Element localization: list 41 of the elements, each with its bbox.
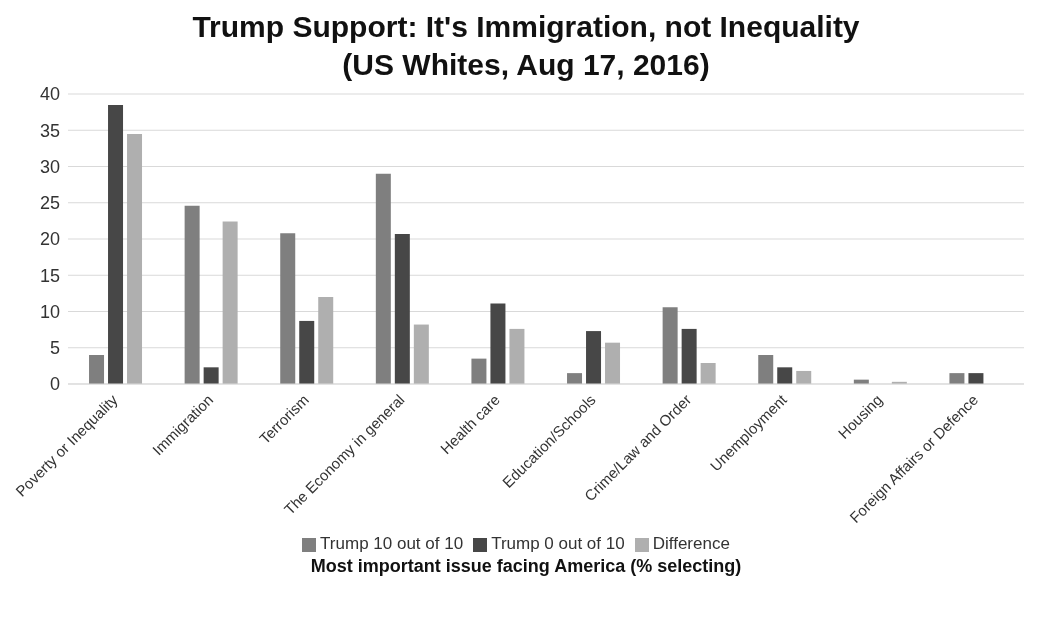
bar xyxy=(394,233,410,384)
bar xyxy=(586,331,602,384)
bar xyxy=(700,362,716,384)
legend-label: Trump 0 out of 10 xyxy=(491,534,625,553)
bar xyxy=(509,328,525,384)
bar xyxy=(222,221,238,384)
bar xyxy=(605,342,621,384)
bar xyxy=(108,104,124,384)
y-tick-label: 5 xyxy=(49,338,60,359)
y-tick-label: 0 xyxy=(49,374,60,395)
legend-label: Trump 10 out of 10 xyxy=(320,534,464,553)
y-tick-label: 15 xyxy=(39,265,60,286)
bar xyxy=(567,373,583,384)
bar xyxy=(949,373,965,384)
y-tick-label: 25 xyxy=(39,193,60,214)
bar xyxy=(490,303,506,384)
bar xyxy=(184,205,200,384)
bar xyxy=(471,358,487,384)
bar xyxy=(662,307,678,384)
y-tick-label: 30 xyxy=(39,156,60,177)
bar xyxy=(127,133,143,384)
x-axis-title: Most important issue facing America (% selecting) xyxy=(309,556,743,577)
y-tick-label: 10 xyxy=(39,301,60,322)
bar xyxy=(280,233,296,384)
legend-label: Difference xyxy=(652,534,730,553)
bar xyxy=(375,173,391,384)
bar xyxy=(681,328,697,384)
y-tick-label: 20 xyxy=(39,229,60,250)
bar xyxy=(777,367,793,384)
bar xyxy=(968,373,984,384)
bar xyxy=(299,320,315,384)
bar xyxy=(796,370,812,384)
bar xyxy=(203,367,219,384)
y-tick-label: 40 xyxy=(39,84,60,105)
bar xyxy=(413,324,429,384)
bar xyxy=(318,297,334,384)
y-tick-label: 35 xyxy=(39,120,60,141)
chart-title: Trump Support: It's Immigration, not Inequality xyxy=(191,9,861,45)
bar xyxy=(89,355,105,384)
bar xyxy=(758,355,774,384)
chart-subtitle: (US Whites, Aug 17, 2016) xyxy=(341,47,711,83)
